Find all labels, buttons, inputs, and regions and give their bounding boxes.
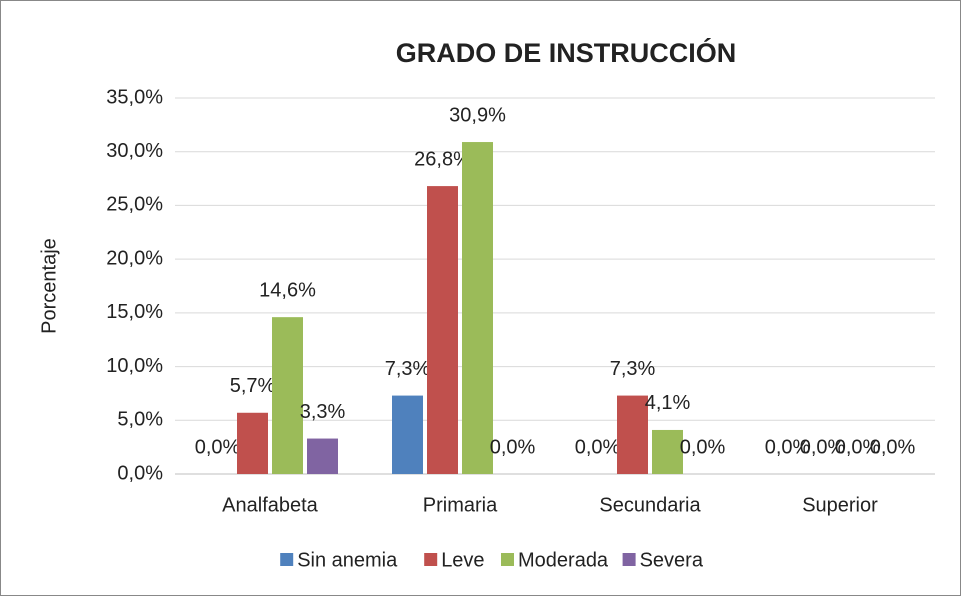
y-tick-label: 25,0% [106,194,163,216]
legend-label: Leve [441,549,484,571]
x-tick-label: Secundaria [599,494,701,516]
data-label: 7,3% [610,358,656,380]
data-label: 0,0% [835,436,881,458]
data-label: 0,0% [575,436,621,458]
legend-swatch [501,553,514,566]
bar [237,412,268,474]
legend-label: Moderada [518,549,609,571]
legend-swatch [424,553,438,566]
x-tick-label: Analfabeta [222,494,319,516]
y-tick-label: 35,0% [106,86,163,108]
y-axis-label: Porcentaje [38,238,60,334]
data-label: 0,0% [765,436,811,458]
data-label: 30,9% [449,104,506,126]
y-tick-label: 5,0% [117,409,163,431]
data-label: 5,7% [230,375,276,397]
data-label: 0,0% [680,436,726,458]
bar [427,186,458,474]
y-tick-label: 30,0% [106,140,163,162]
data-label: 0,0% [800,436,846,458]
y-tick-label: 0,0% [117,462,163,484]
bar [462,142,493,474]
legend-swatch [280,553,294,566]
legend-swatch [622,553,636,566]
data-label: 14,6% [259,279,316,301]
bar [307,438,338,474]
legend-label: Severa [640,549,704,571]
chart-title: GRADO DE INSTRUCCIÓN [396,37,737,68]
data-label: 0,0% [870,436,916,458]
data-label: 7,3% [385,358,431,380]
bar [617,395,648,474]
bar [652,429,683,474]
y-tick-label: 20,0% [106,247,163,269]
x-tick-label: Superior [802,494,878,516]
data-label: 3,3% [300,401,346,423]
data-label: 26,8% [414,148,471,170]
data-label: 0,0% [195,436,241,458]
bar [272,317,303,474]
y-tick-label: 10,0% [106,355,163,377]
legend-label: Sin anemia [297,549,398,571]
data-label: 4,1% [645,392,691,414]
bar [392,395,423,474]
x-tick-label: Primaria [423,494,498,516]
y-tick-label: 15,0% [106,301,163,323]
data-label: 0,0% [490,436,536,458]
